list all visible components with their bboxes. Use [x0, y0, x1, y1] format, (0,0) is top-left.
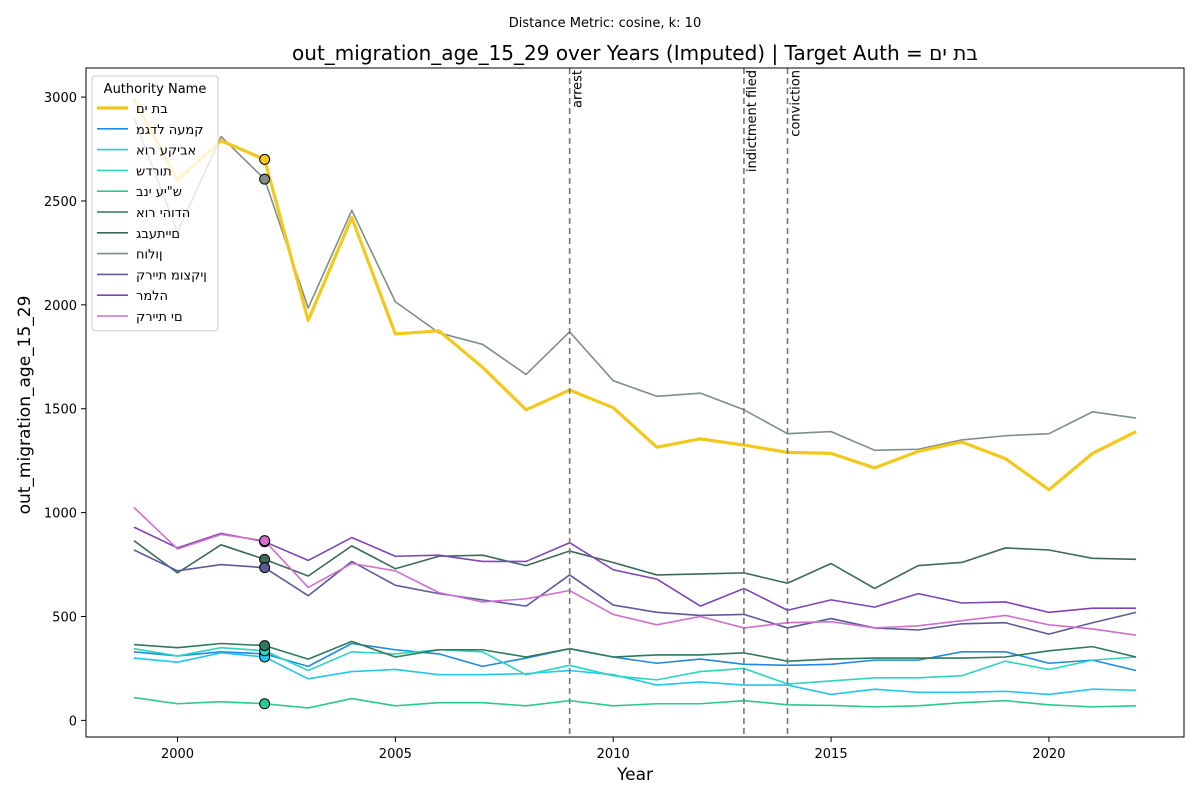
- chart-suptitle: Distance Metric: cosine, k: 10: [509, 16, 701, 31]
- event-label: indictment filed: [745, 70, 760, 172]
- plot-area: arrest indictment filed conviction: [132, 68, 1137, 737]
- chart-title: out_migration_age_15_29 over Years (Impu…: [292, 41, 978, 65]
- legend-entry: תורדש: [136, 164, 172, 179]
- series-line: [133, 526, 1137, 614]
- x-tick-label: 2010: [597, 747, 630, 762]
- legend-entry: ןיקצומ תיירק: [136, 268, 207, 283]
- imputed-point: [259, 535, 271, 547]
- y-axis-ticks: 0 500 1000 1500 2000 2500 3000: [44, 91, 86, 729]
- series-line: [133, 117, 1137, 452]
- series-line: [132, 98, 1137, 492]
- legend-entry: הלמר: [136, 289, 168, 304]
- y-tick-label: 3000: [44, 91, 77, 106]
- imputed-point: [259, 153, 271, 165]
- imputed-point: [259, 698, 271, 710]
- x-tick-label: 2015: [815, 747, 848, 762]
- legend-entry: קמעה לדגמ: [136, 123, 204, 138]
- series-line: [133, 642, 1137, 672]
- series-line: [133, 646, 1137, 685]
- imputed-point: [259, 173, 271, 185]
- x-axis-label: Year: [616, 765, 653, 785]
- y-tick-label: 2000: [44, 299, 77, 314]
- series-line: [133, 640, 1137, 662]
- event-label: conviction: [789, 70, 804, 137]
- legend-entry: אביקע רוא: [136, 144, 196, 159]
- event-label: arrest: [571, 70, 586, 108]
- legend-entry: םי תיירק: [136, 310, 183, 325]
- imputed-point: [259, 640, 271, 652]
- series-line: [133, 506, 1137, 636]
- axes-frame: [85, 67, 1185, 738]
- legend-entry: הדוהי רוא: [136, 206, 190, 221]
- series-line: [133, 549, 1137, 635]
- y-axis-label: out_migration_age_15_29: [15, 296, 35, 515]
- legend-box: [91, 75, 219, 332]
- legend: Authority Name בת ים קמעה לדגמ אביקע רוא תור…: [91, 75, 219, 332]
- legend-entry: בת ים: [136, 102, 168, 117]
- y-tick-label: 1500: [44, 403, 77, 418]
- x-tick-label: 2020: [1032, 747, 1065, 762]
- legend-entry: ןולוח: [136, 248, 163, 263]
- series-line: [133, 652, 1137, 696]
- legend-entry: םייתעבג: [136, 227, 180, 242]
- x-axis-ticks: 2000 2005 2010 2015 2020: [161, 737, 1065, 762]
- x-tick-label: 2000: [161, 747, 194, 762]
- series-line: [133, 696, 1137, 709]
- y-tick-label: 0: [69, 714, 77, 729]
- y-tick-label: 500: [52, 610, 77, 625]
- imputed-point: [259, 562, 271, 574]
- y-tick-label: 1000: [44, 507, 77, 522]
- x-tick-label: 2005: [379, 747, 412, 762]
- legend-title: Authority Name: [104, 82, 207, 97]
- legend-entry: ש"יע ינב: [136, 185, 182, 200]
- y-tick-label: 2500: [44, 195, 77, 210]
- series-line: [133, 540, 1137, 590]
